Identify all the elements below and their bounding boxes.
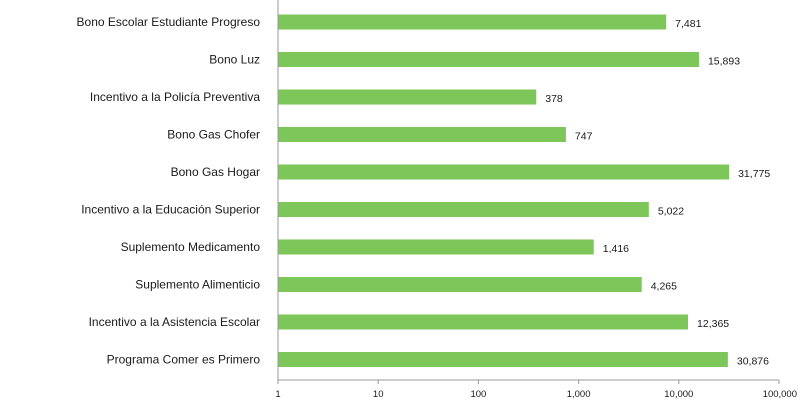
category-label: Bono Gas Chofer (167, 128, 260, 142)
value-label: 31,775 (738, 168, 770, 180)
x-tick-label: 1,000 (567, 389, 591, 400)
bar (278, 127, 566, 142)
value-label: 15,893 (708, 56, 740, 68)
bar (278, 277, 642, 292)
category-label: Suplemento Medicamento (121, 240, 261, 254)
category-labels: Bono Escolar Estudiante Progreso Bono Luz… (77, 15, 261, 367)
value-label: 7,481 (675, 18, 701, 30)
category-label: Bono Gas Hogar (171, 165, 260, 179)
x-tick-label: 1 (275, 389, 280, 400)
value-label: 12,365 (697, 318, 729, 330)
category-label: Programa Comer es Primero (107, 353, 261, 367)
category-label: Incentivo a la Policía Preventiva (90, 90, 260, 104)
x-tick-label: 10 (373, 389, 384, 400)
x-tick-label: 100,000 (763, 389, 797, 400)
value-label: 5,022 (658, 206, 684, 218)
bar (278, 52, 699, 67)
x-tick-label: 100 (470, 389, 486, 400)
value-label: 1,416 (603, 243, 629, 255)
bar (278, 352, 728, 367)
category-label: Incentivo a la Educación Superior (81, 203, 260, 217)
value-label: 30,876 (737, 356, 769, 368)
bar (278, 89, 537, 105)
bar (278, 164, 730, 180)
category-label: Incentivo a la Asistencia Escolar (89, 315, 260, 329)
x-tick-label: 10,000 (664, 389, 693, 400)
value-label: 4,265 (651, 281, 677, 293)
bar (278, 239, 594, 255)
bars-group (278, 14, 730, 367)
bar (278, 314, 689, 330)
value-label: 378 (545, 93, 563, 105)
bar (278, 14, 667, 30)
value-label: 747 (575, 131, 593, 143)
bar (278, 202, 649, 217)
value-labels: 7,481 15,893 378 747 31,775 5,022 1,416 4,265 12… (545, 18, 770, 368)
category-label: Bono Escolar Estudiante Progreso (77, 15, 261, 29)
category-label: Suplemento Alimenticio (135, 278, 260, 292)
x-axis-ticks: 1 10 100 1,000 10,000 100,000 (275, 380, 797, 400)
category-label: Bono Luz (209, 53, 260, 67)
